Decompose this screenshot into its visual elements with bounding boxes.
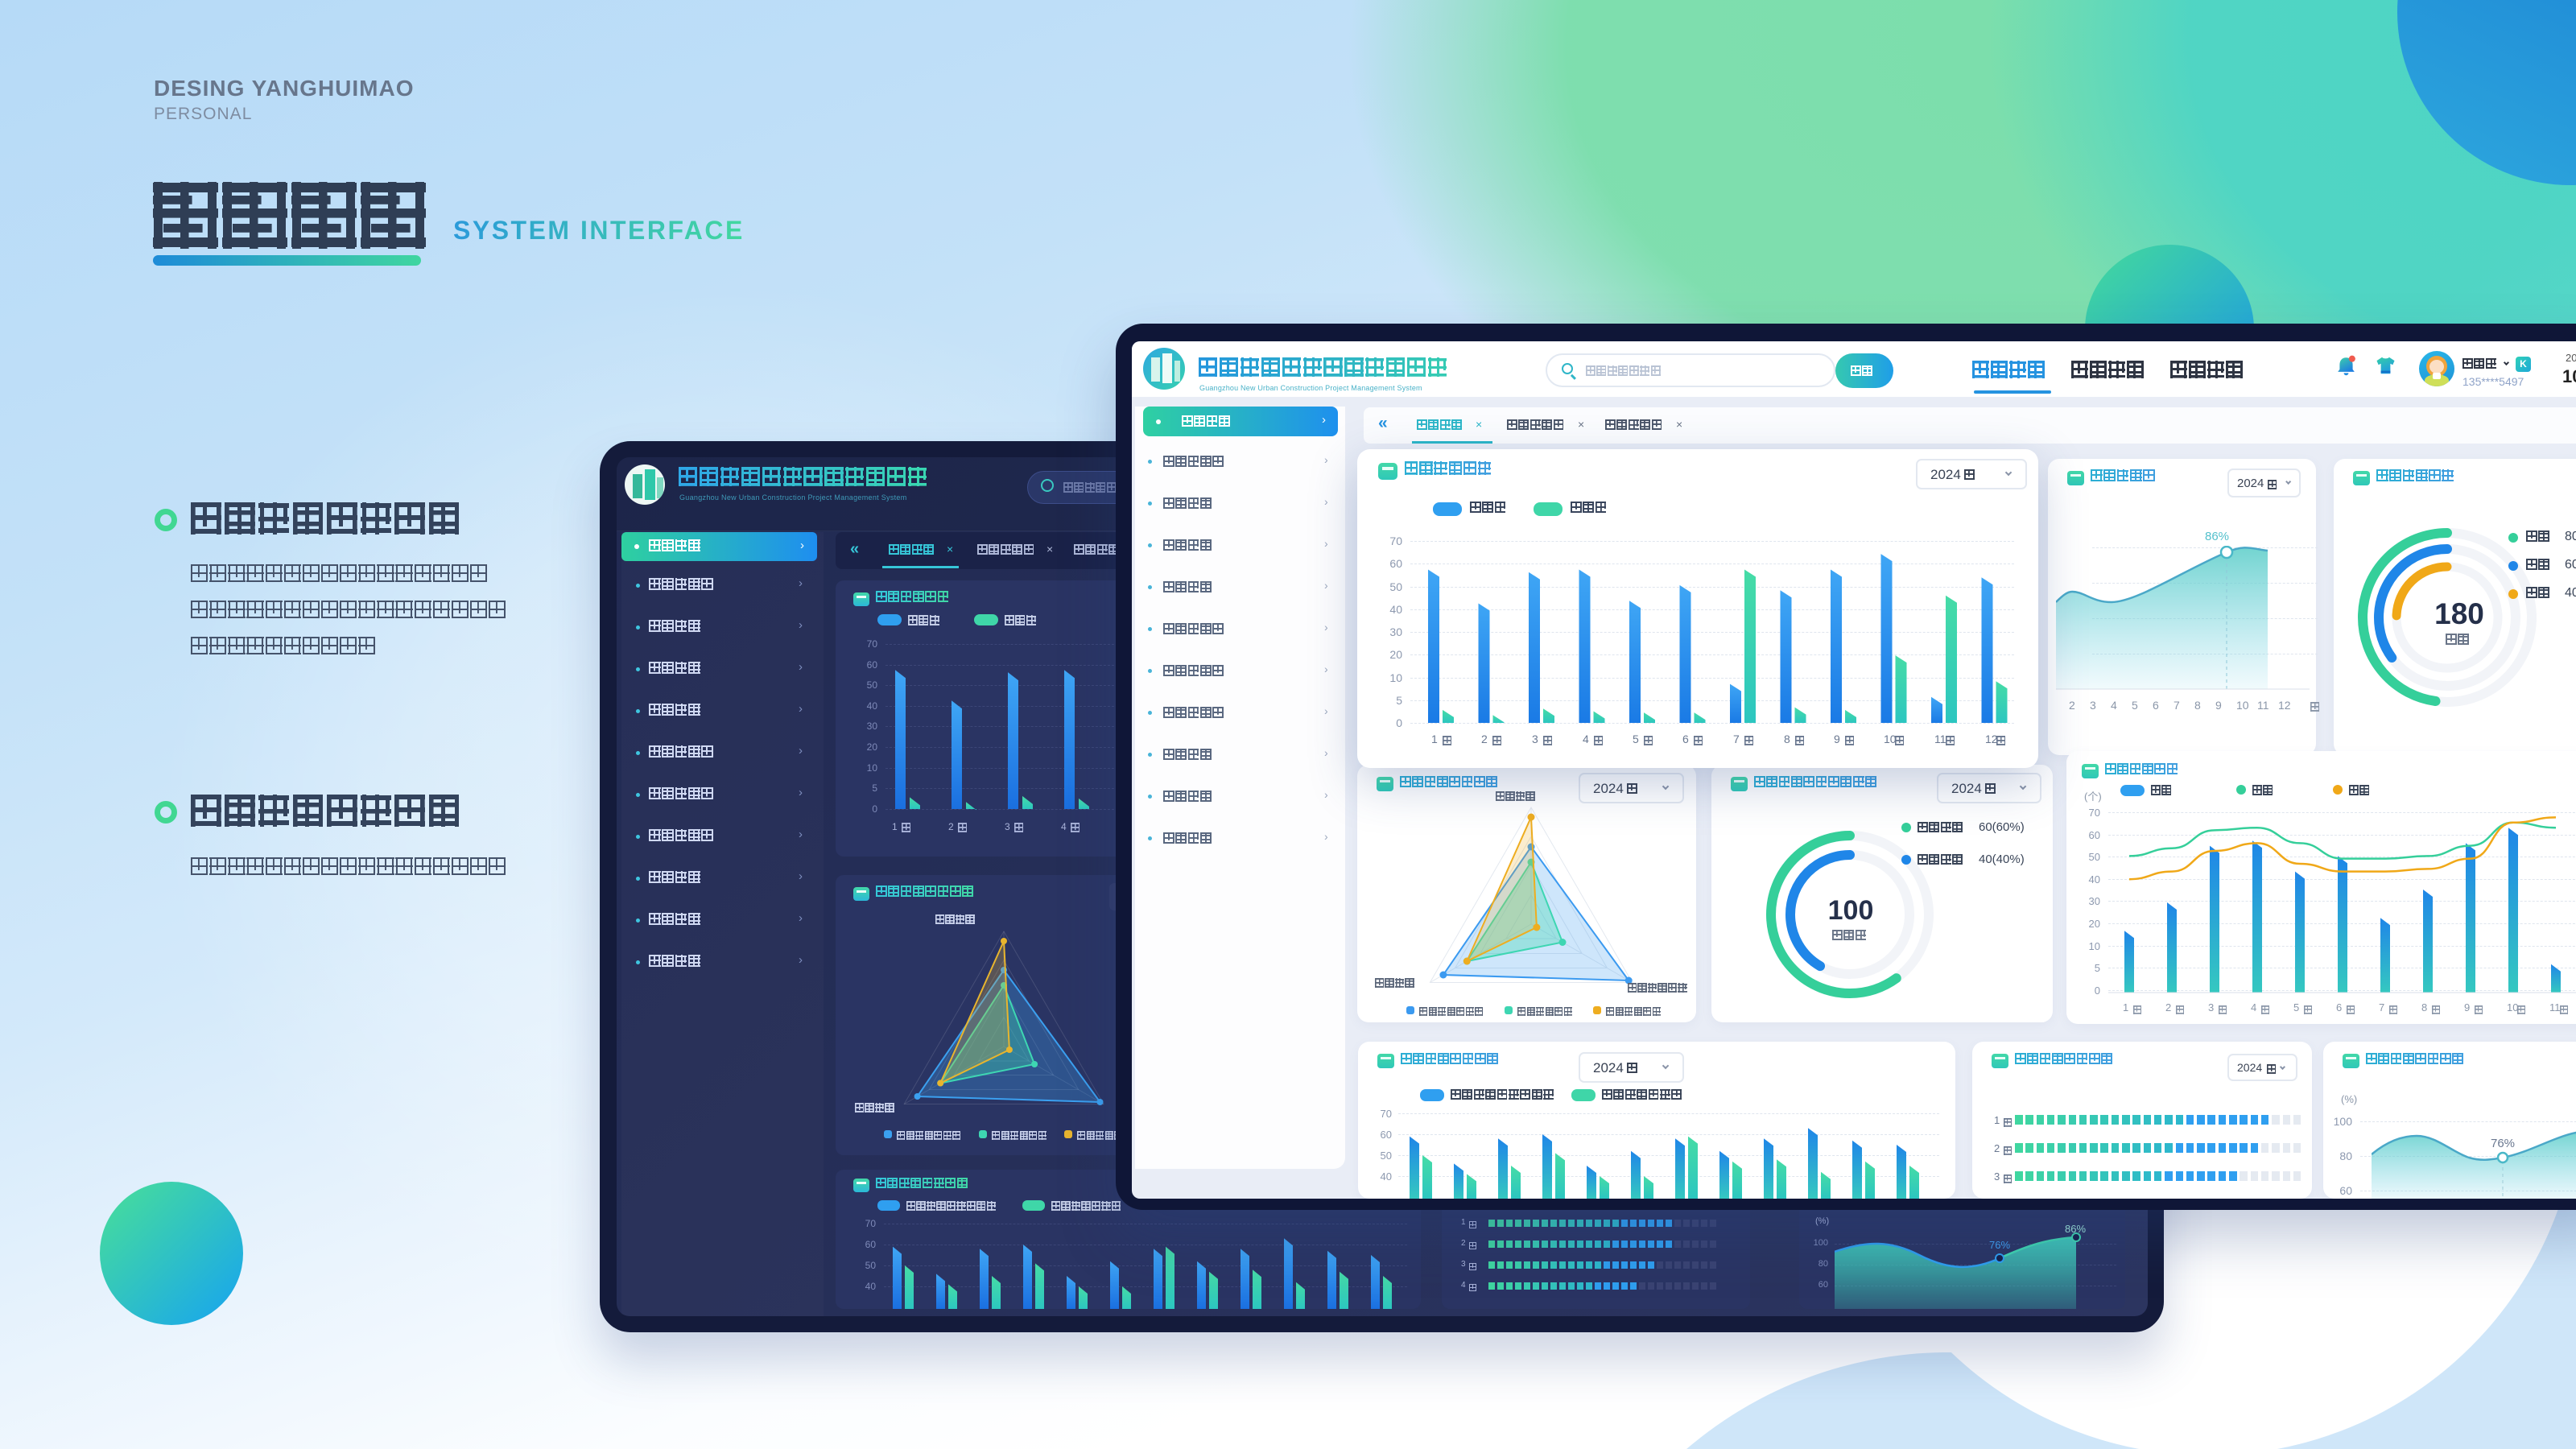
- svg-text:76%: 76%: [1989, 1239, 2010, 1251]
- svg-text:86%: 86%: [2065, 1223, 2086, 1235]
- svg-text:76%: 76%: [2491, 1137, 2515, 1150]
